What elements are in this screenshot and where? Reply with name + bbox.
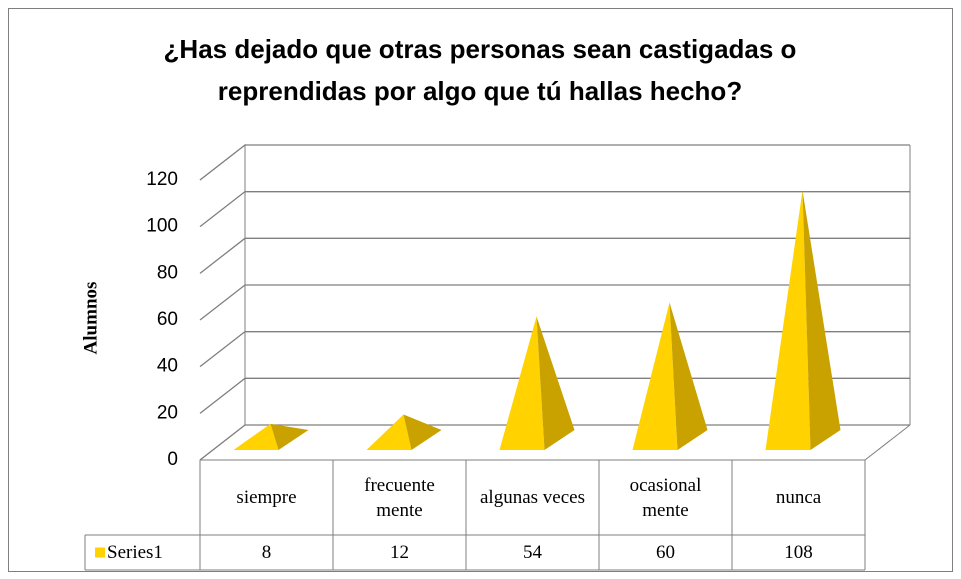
- pyramid-front: [765, 190, 811, 450]
- y-axis-label: Alumnos: [80, 282, 101, 355]
- data-table-value: 60: [656, 542, 675, 563]
- pyramid: [366, 414, 442, 450]
- y-tick-label: 120: [146, 169, 178, 190]
- pyramid-front: [499, 316, 545, 450]
- pyramid-side: [802, 190, 841, 450]
- y-tick-label: 80: [157, 262, 178, 283]
- x-tick-label: algunas veces: [480, 487, 585, 508]
- y-tick-label: 0: [167, 449, 178, 470]
- pyramid: [499, 316, 575, 450]
- legend-key: [95, 547, 105, 558]
- pyramid-side: [270, 423, 309, 450]
- data-table-value: 54: [523, 542, 542, 563]
- grid-line: [199, 191, 910, 228]
- legend-label: Series1: [107, 542, 163, 563]
- chart-title: ¿Has dejado que otras personas sean cast…: [163, 34, 797, 106]
- pyramid: [233, 423, 309, 450]
- x-tick-label: ocasional mente: [629, 474, 702, 521]
- y-tick-label: 20: [157, 402, 178, 423]
- pyramid-side: [403, 414, 442, 450]
- grid-line: [199, 284, 910, 321]
- data-table-value: 108: [784, 542, 813, 563]
- data-table-value: 8: [261, 542, 272, 563]
- y-tick-label: 40: [157, 356, 178, 377]
- pyramid-side: [669, 302, 708, 450]
- y-tick-label: 100: [146, 216, 178, 237]
- x-tick-label: siempre: [236, 487, 297, 508]
- grid-line: [199, 237, 910, 274]
- pyramid-front: [233, 423, 279, 450]
- x-tick-label: nunca: [775, 487, 822, 508]
- grid-line: [199, 331, 910, 368]
- grid-line: [199, 144, 910, 181]
- x-tick-label: frecuente mente: [364, 474, 435, 521]
- pyramid-front: [366, 414, 412, 450]
- pyramid-front: [632, 302, 678, 450]
- pyramid-side: [536, 316, 575, 450]
- pyramid: [632, 302, 708, 450]
- y-tick-label: 60: [157, 309, 178, 330]
- data-table-value: 12: [390, 542, 409, 563]
- pyramid: [765, 190, 841, 450]
